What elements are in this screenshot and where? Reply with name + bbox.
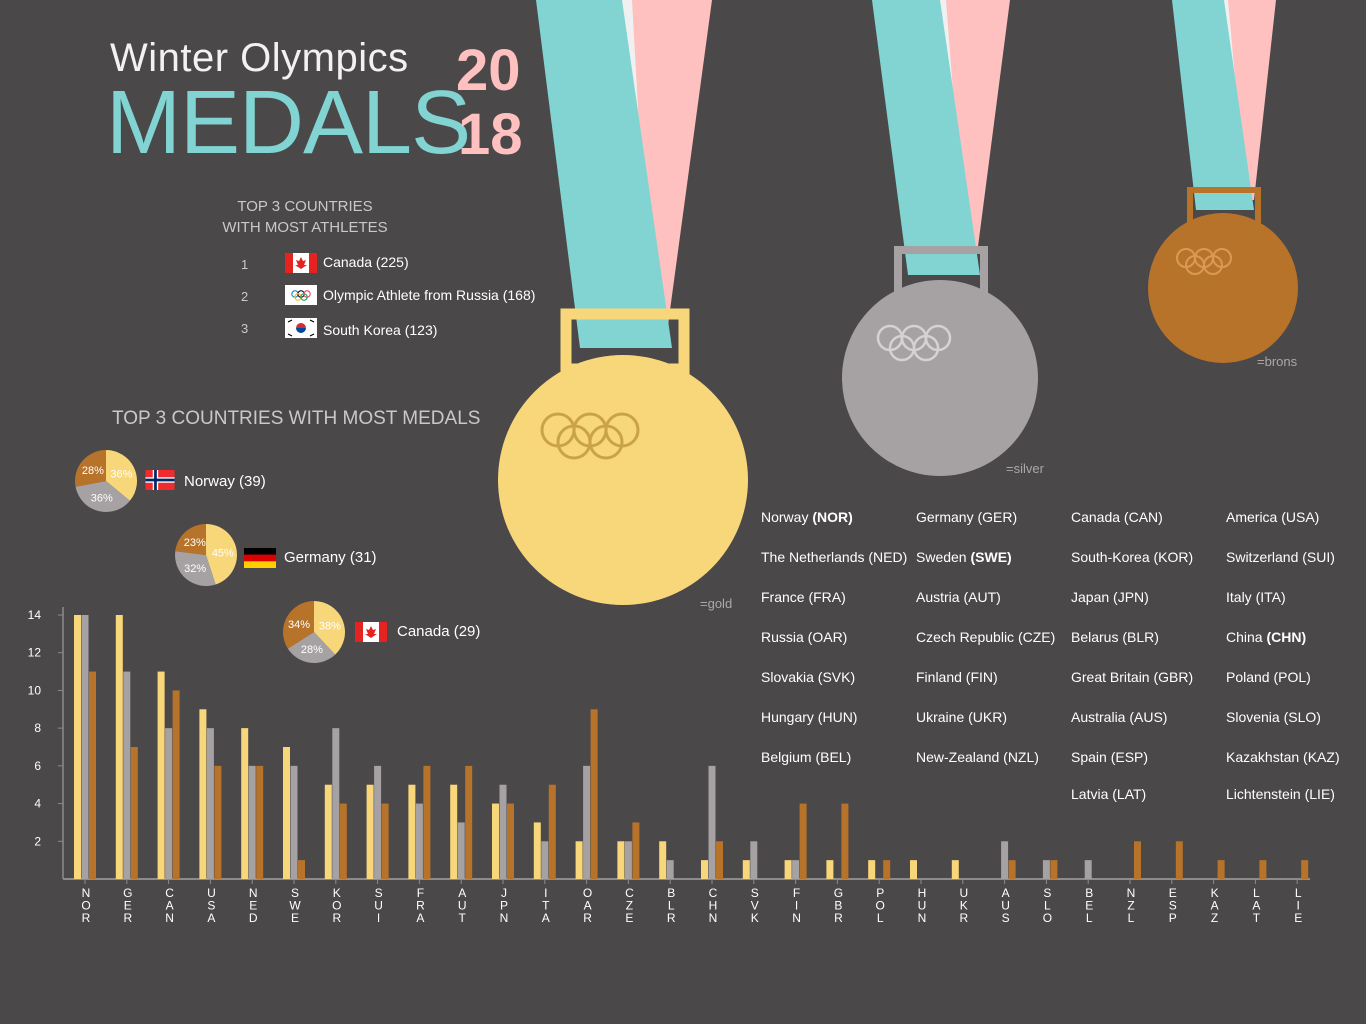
- south-korea-flag-icon: [285, 318, 317, 338]
- legend-item: Kazakhstan (KAZ): [1226, 749, 1340, 765]
- silver-ribbon-teal: [872, 0, 980, 275]
- legend-item: Germany (GER): [916, 509, 1018, 525]
- legend-item: New-Zealand (NZL): [916, 749, 1039, 765]
- canada-flag-icon: [355, 622, 387, 642]
- legend-item: Sweden (SWE): [916, 549, 1012, 565]
- legend-item: Czech Republic (CZE): [916, 629, 1056, 645]
- olympic-rings-icon: [540, 412, 640, 460]
- athletes-heading-line1: TOP 3 COUNTRIES: [237, 198, 373, 215]
- legend-item: Austria (AUT): [916, 589, 1001, 605]
- legend-item: Belgium (BEL): [761, 749, 852, 765]
- title-year-bottom: 18: [458, 102, 523, 167]
- medals-heading: TOP 3 COUNTRIES WITH MOST MEDALS: [112, 408, 481, 429]
- legend-item: Belarus (BLR): [1071, 629, 1159, 645]
- athlete-rank: 1: [241, 257, 249, 272]
- canada-flag-icon: [285, 253, 317, 273]
- olympic-rings-icon: [876, 324, 952, 362]
- gold-ribbon-teal: [536, 0, 672, 348]
- legend-item: Russia (OAR): [761, 629, 848, 645]
- legend-item: China (CHN): [1226, 629, 1307, 645]
- athlete-rank: 2: [241, 289, 249, 304]
- gold-caption: =gold: [700, 596, 733, 611]
- legend-item: Spain (ESP): [1071, 749, 1149, 765]
- athletes-heading-line2: WITH MOST ATHLETES: [222, 219, 388, 236]
- legend-item: Canada (CAN): [1071, 509, 1163, 525]
- pie-country-label: Germany (31): [284, 549, 377, 566]
- legend-item: America (USA): [1226, 509, 1320, 525]
- athletes-heading: TOP 3 COUNTRIES WITH MOST ATHLETES: [210, 196, 400, 238]
- legend-item: Norway (NOR): [761, 509, 853, 525]
- legend-item: Great Britain (GBR): [1071, 669, 1194, 685]
- bronze-ribbon-teal: [1172, 0, 1254, 210]
- legend-item: Hungary (HUN): [761, 709, 858, 725]
- legend-item: Ukraine (UKR): [916, 709, 1008, 725]
- legend-item: Lichtenstein (LIE): [1226, 786, 1335, 802]
- olympic-flag-icon: [285, 285, 317, 305]
- legend-item: Latvia (LAT): [1071, 786, 1147, 802]
- legend-item: Poland (POL): [1226, 669, 1311, 685]
- legend-item: France (FRA): [761, 589, 846, 605]
- legend-item: Slovenia (SLO): [1226, 709, 1321, 725]
- title-medals: MEDALS: [106, 73, 471, 173]
- olympic-rings-icon: [1176, 248, 1232, 275]
- norway-flag-icon: [145, 470, 175, 490]
- athlete-country-name: South Korea (123): [323, 322, 438, 338]
- legend-item: South-Korea (KOR): [1071, 549, 1194, 565]
- legend-item: Japan (JPN): [1071, 589, 1149, 605]
- silver-caption: =silver: [1006, 461, 1044, 476]
- legend-item: The Netherlands (NED): [761, 549, 908, 565]
- silver-medal: [842, 280, 1038, 476]
- legend-item: Finland (FIN): [916, 669, 998, 685]
- legend-item: Slovakia (SVK): [761, 669, 856, 685]
- bronze-medal: [1148, 213, 1298, 363]
- bronze-caption: =brons: [1257, 354, 1298, 369]
- legend-item: Italy (ITA): [1226, 589, 1286, 605]
- athlete-country-name: Olympic Athlete from Russia (168): [323, 287, 536, 303]
- germany-flag-icon: [244, 548, 276, 568]
- athlete-rank: 3: [241, 321, 249, 336]
- athlete-country-name: Canada (225): [323, 254, 409, 270]
- title-line1: Winter Olympics: [110, 36, 409, 80]
- pie-country-label: Canada (29): [397, 623, 481, 640]
- pie-country-label: Norway (39): [184, 473, 266, 490]
- title-year-top: 20: [456, 38, 521, 103]
- gold-medal: [498, 355, 748, 605]
- legend-item: Switzerland (SUI): [1226, 549, 1335, 565]
- legend-item: Australia (AUS): [1071, 709, 1168, 725]
